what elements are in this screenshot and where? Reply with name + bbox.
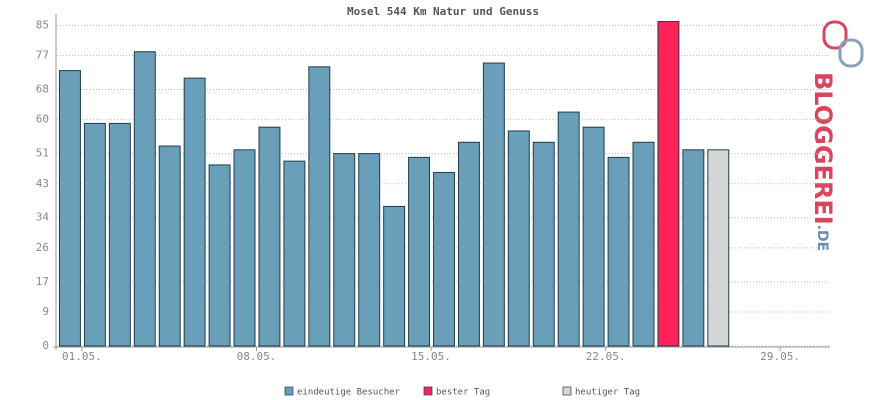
y-tick-label: 0	[42, 339, 49, 352]
y-tick-label: 26	[36, 241, 49, 254]
y-tick-label: 51	[36, 147, 49, 160]
bar	[233, 149, 256, 347]
legend-swatch	[562, 386, 572, 396]
bar	[383, 205, 406, 347]
y-tick-label: 77	[36, 49, 49, 62]
y-tick-label: 34	[36, 211, 50, 224]
legend-swatch	[423, 386, 433, 396]
legend-swatch	[284, 386, 294, 396]
bar	[108, 122, 131, 347]
bar	[433, 171, 455, 347]
x-tick-label: 22.05.	[586, 350, 626, 363]
bar	[507, 130, 530, 347]
chart-title: Mosel 544 Km Natur und Genuss	[347, 5, 539, 18]
y-tick-label: 60	[36, 113, 49, 126]
y-tick-label: 85	[36, 18, 49, 31]
y-tick-label: 43	[36, 177, 49, 190]
bar	[83, 122, 106, 347]
bar	[283, 160, 306, 347]
x-tick-label: 08.05.	[237, 350, 277, 363]
bar	[457, 141, 480, 347]
y-tick-label: 17	[36, 275, 49, 288]
logo-suffix: .DE	[814, 225, 830, 252]
logo-icon	[822, 20, 864, 68]
bar	[208, 164, 231, 347]
bar	[707, 149, 730, 347]
bar	[557, 111, 580, 347]
bar	[308, 66, 331, 347]
bar	[657, 21, 680, 347]
legend-label: eindeutige Besucher	[297, 388, 401, 398]
logo: BLOGGEREI.DE	[809, 72, 837, 251]
y-tick-label: 68	[36, 82, 49, 95]
bar	[607, 156, 630, 347]
x-tick-label: 01.05.	[62, 350, 102, 363]
x-tick-label: 15.05.	[411, 350, 451, 363]
bar	[582, 126, 605, 347]
bar	[183, 77, 206, 347]
bar	[408, 156, 431, 347]
bar	[482, 62, 505, 347]
bar	[358, 153, 381, 347]
legend-label: heutiger Tag	[575, 388, 640, 398]
bar	[59, 70, 81, 347]
x-tick-label: 29.05.	[760, 350, 800, 363]
bar	[682, 149, 705, 347]
bar	[258, 126, 281, 347]
bar	[532, 141, 555, 347]
bar	[133, 51, 156, 347]
bar	[333, 153, 356, 347]
bar	[158, 145, 181, 347]
y-tick-label: 9	[42, 305, 49, 318]
legend-label: bester Tag	[436, 388, 490, 398]
bar	[632, 141, 655, 347]
logo-text: BLOGGEREI	[809, 72, 837, 225]
